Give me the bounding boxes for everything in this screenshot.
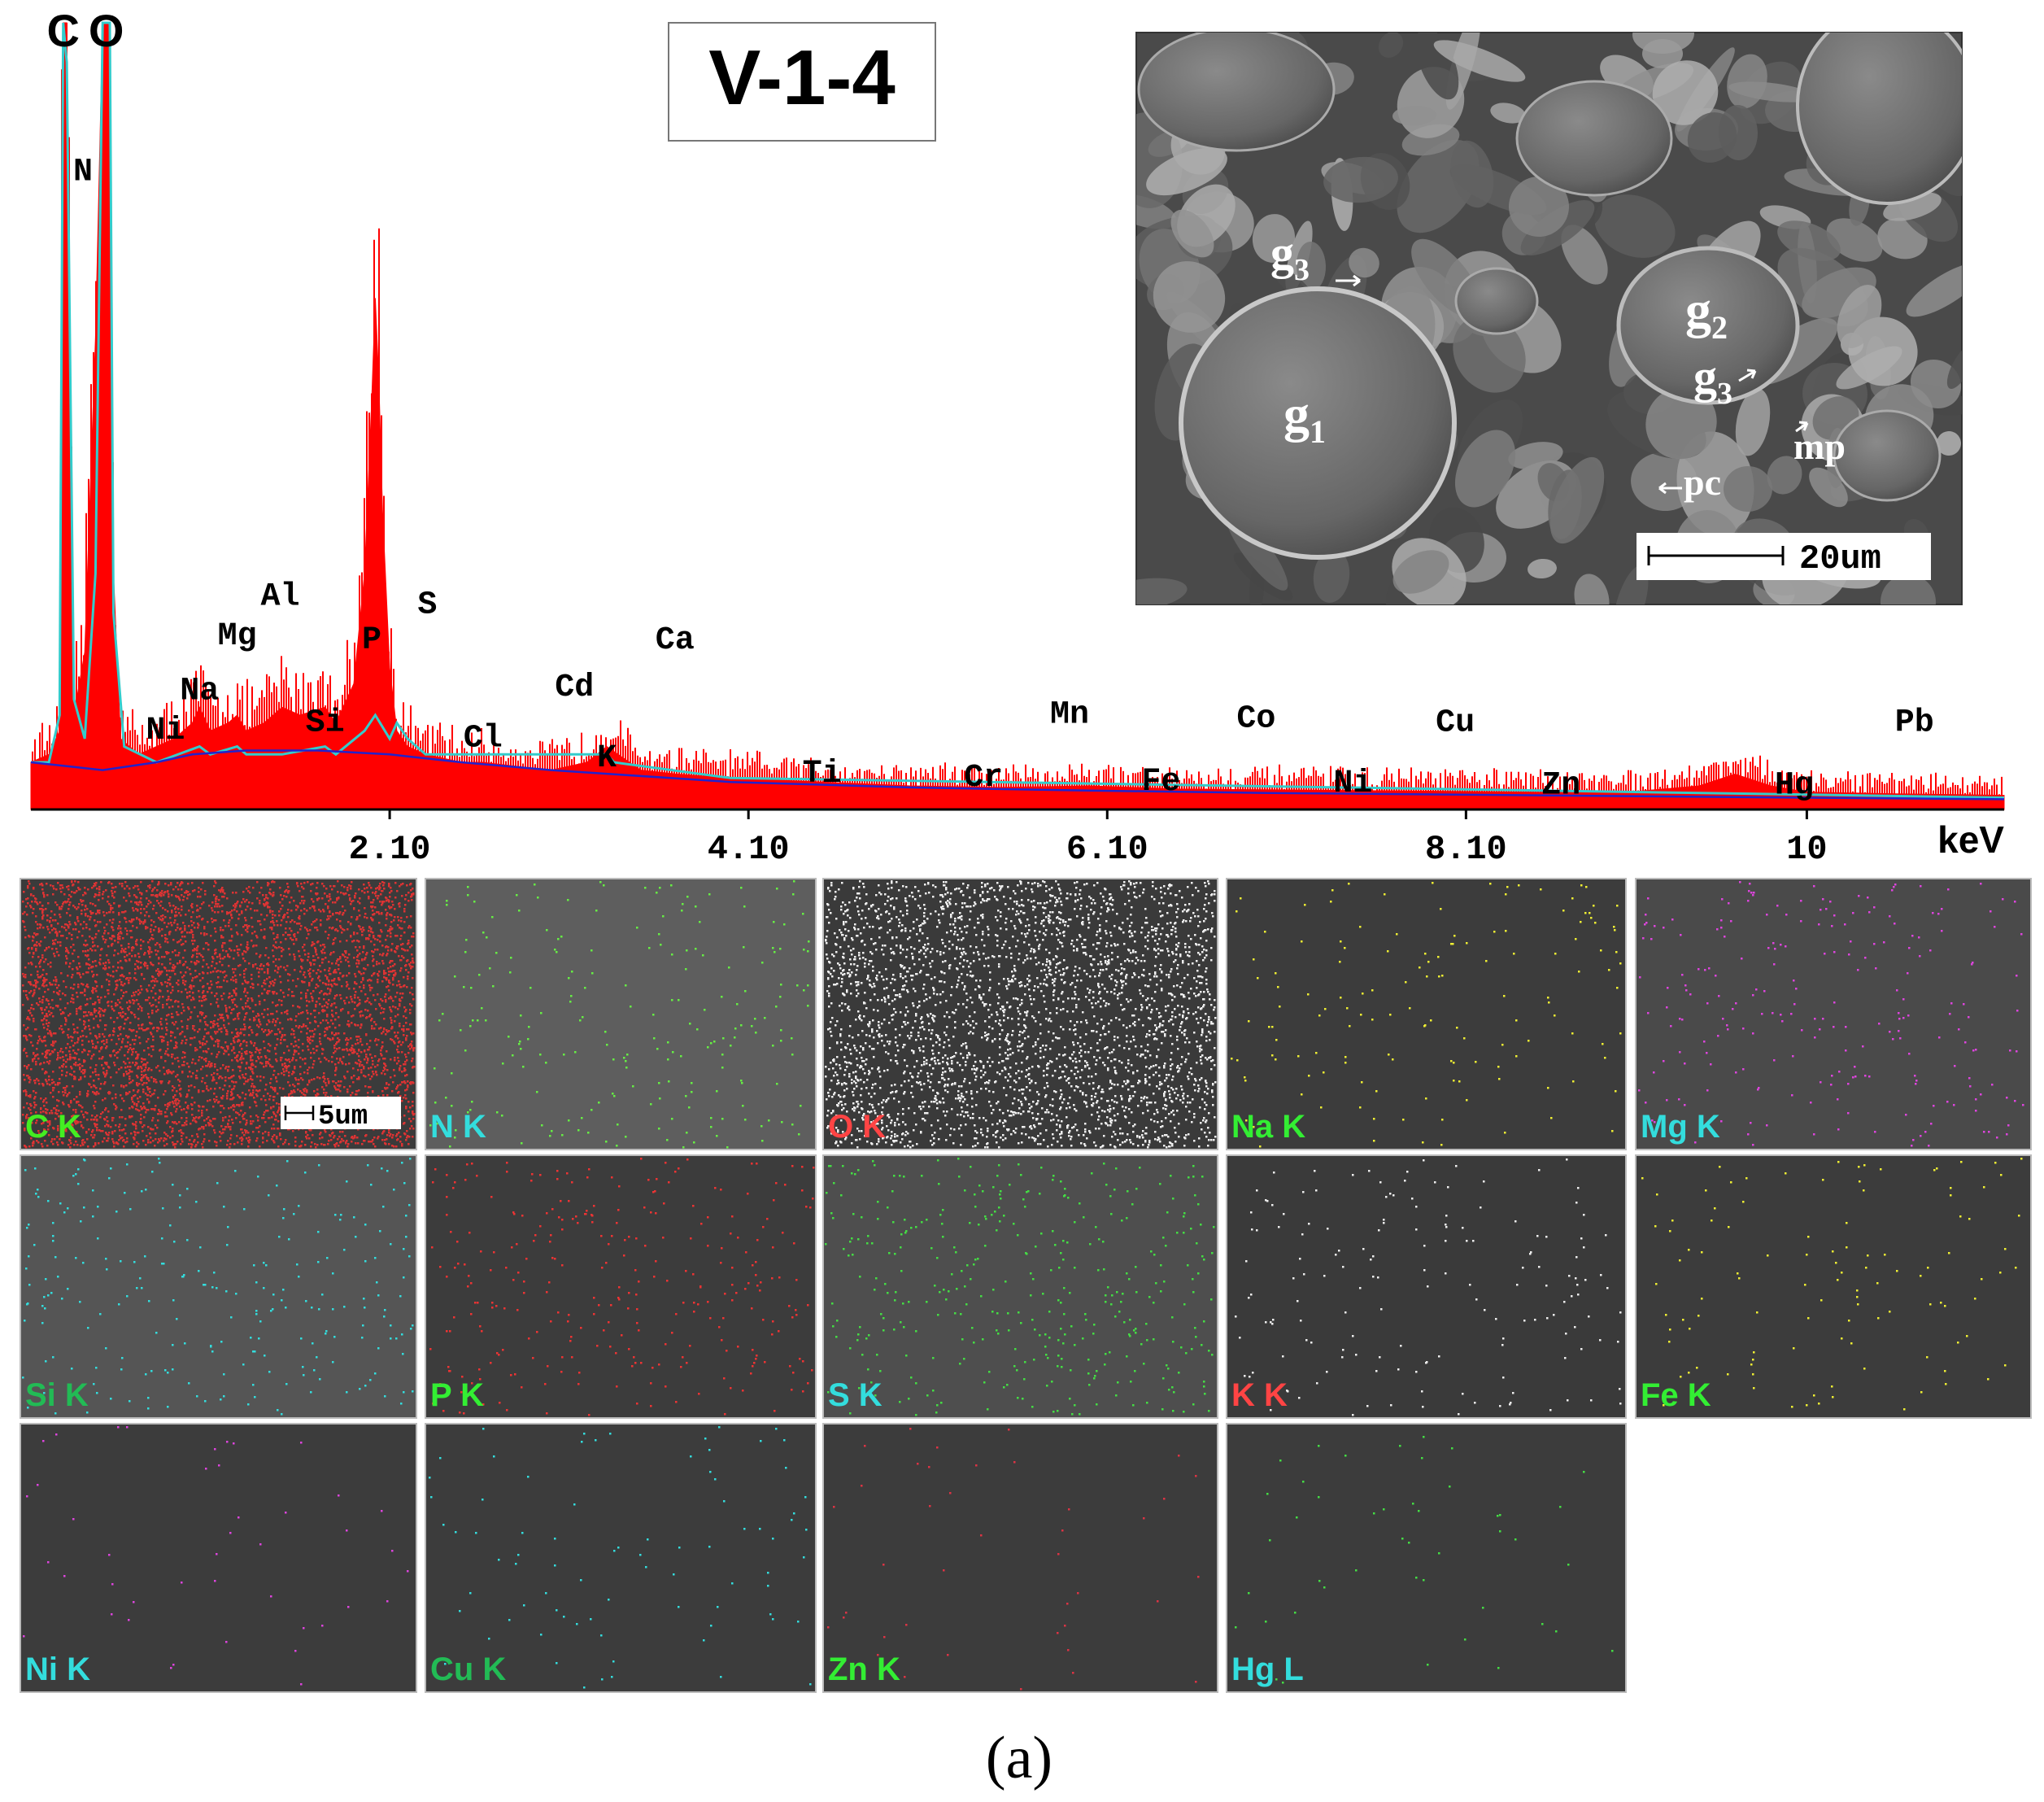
peak-label-o: O xyxy=(89,5,124,56)
map-dots xyxy=(22,880,416,1149)
x-tick-label: 2.10 xyxy=(349,830,431,869)
grain-center xyxy=(1454,267,1539,335)
peak-label-co: Co xyxy=(1236,700,1275,737)
x-tick-label: 6.10 xyxy=(1066,830,1148,869)
map-panel-p-k: P K xyxy=(425,1154,817,1419)
peak-label-si: Si xyxy=(306,705,345,741)
arrow-g3-right xyxy=(1738,369,1757,382)
map-label: N K xyxy=(430,1109,486,1145)
sem-label-g1: g1 xyxy=(1283,385,1326,450)
sem-label-g3-left: g3 xyxy=(1270,226,1310,287)
map-label: O K xyxy=(828,1109,886,1145)
map-dots xyxy=(825,880,1217,1149)
map-panel-fe-k: Fe K xyxy=(1635,1154,2032,1419)
map-label: C K xyxy=(25,1109,81,1145)
map-panel-cu-k: Cu K xyxy=(425,1423,817,1693)
x-tick-label: 4.10 xyxy=(708,830,790,869)
map-label: S K xyxy=(828,1377,883,1413)
grain-top-mid xyxy=(1515,80,1673,197)
peak-label-cr: Cr xyxy=(964,760,1003,796)
sem-label-g2: g2 xyxy=(1685,281,1728,346)
peak-label-c: C xyxy=(46,5,79,56)
peak-label-ca: Ca xyxy=(656,622,695,659)
fit-series xyxy=(31,21,2005,799)
map-label: Ni K xyxy=(25,1651,90,1687)
peak-label-cd: Cd xyxy=(555,670,594,706)
peak-label-mn: Mn xyxy=(1050,697,1089,734)
peak-label-ni: Ni xyxy=(1333,766,1372,802)
sem-scale-label: 20um xyxy=(1799,539,1881,578)
map-scale-label: 5um xyxy=(318,1102,368,1132)
sample-label: V-1-4 xyxy=(708,34,895,121)
map-label: Si K xyxy=(25,1377,89,1413)
peak-label-n: N xyxy=(73,154,93,190)
sem-scale-bar: 20um xyxy=(1637,533,1931,580)
peak-label-hg: Hg xyxy=(1775,768,1814,805)
peak-label-al: Al xyxy=(261,579,300,616)
peak-label-k: K xyxy=(597,740,617,777)
peak-label-mg: Mg xyxy=(218,618,257,655)
figure-caption: (a) xyxy=(986,1725,1053,1791)
elemental-maps: C K 5um N K O K Na K Mg K Si K P K S K K K Fe K Ni … xyxy=(20,878,2032,1693)
eds-spectrum-chart: 2.10 4.10 6.10 8.10 10 C ONNiNaMgAlSiPSClKCdC… xyxy=(30,5,2005,869)
map-label: K K xyxy=(1231,1377,1288,1413)
map-panel-si-k: Si K xyxy=(20,1154,417,1419)
peak-label-zn: Zn xyxy=(1541,768,1580,805)
map-panel-zn-k: Zn K xyxy=(822,1423,1218,1693)
map-label: Na K xyxy=(1231,1109,1305,1145)
map-dots xyxy=(825,1158,1215,1416)
sem-labels: g1 g2 g3 g3 mp pc xyxy=(1270,226,1846,503)
sem-micrograph: g1 g2 g3 g3 mp pc 20um xyxy=(1135,32,1963,605)
sem-label-pc: pc xyxy=(1684,461,1721,503)
map-panel-hg-l: Hg L xyxy=(1226,1423,1627,1693)
map-label: Mg K xyxy=(1641,1109,1720,1145)
sample-label-box: V-1-4 xyxy=(668,22,936,142)
x-ticks: 2.10 4.10 6.10 8.10 10 xyxy=(349,809,1828,869)
peak-label-cl: Cl xyxy=(464,721,503,757)
map-label: Hg L xyxy=(1231,1651,1304,1687)
map-label: Fe K xyxy=(1641,1377,1711,1413)
map-label: P K xyxy=(430,1377,484,1413)
map-panel-na-k: Na K xyxy=(1226,878,1627,1150)
sem-grains xyxy=(1137,33,1962,560)
map-panel-k-k: K K xyxy=(1226,1154,1627,1419)
peak-label-s: S xyxy=(417,587,437,623)
map-panel-c-k: C K 5um xyxy=(20,878,417,1150)
map-label: Zn K xyxy=(828,1651,900,1687)
peak-label-fe: Fe xyxy=(1141,764,1180,801)
map-panel-ni-k: Ni K xyxy=(20,1423,417,1693)
grain-g2 xyxy=(1616,246,1800,405)
peak-label-na: Na xyxy=(180,674,219,710)
grain-top-right xyxy=(1796,33,1962,205)
grain-right xyxy=(1833,409,1942,502)
peak-label-cu: Cu xyxy=(1436,705,1475,741)
map-panel-mg-k: Mg K xyxy=(1635,878,2032,1150)
map-dots xyxy=(429,1158,815,1416)
map-panel-n-k: N K xyxy=(425,878,817,1150)
map-scale-bar: 5um xyxy=(281,1097,401,1132)
grain-g1 xyxy=(1179,286,1457,560)
sem-label-g3-right: g3 xyxy=(1693,350,1732,411)
peak-label-ni: Ni xyxy=(146,713,185,749)
x-tick-label: 10 xyxy=(1786,830,1827,869)
peak-label-p: P xyxy=(362,622,381,659)
map-panel-s-k: S K xyxy=(822,1154,1218,1419)
map-label: Cu K xyxy=(430,1651,506,1687)
sem-label-mp: mp xyxy=(1793,425,1846,467)
peak-label-ti: Ti xyxy=(803,756,842,792)
background-series xyxy=(30,749,2005,801)
map-dots xyxy=(1235,1158,1622,1416)
x-tick-label: 8.10 xyxy=(1425,830,1507,869)
arrow-pc xyxy=(1658,482,1682,495)
peak-label-pb: Pb xyxy=(1895,705,1934,741)
grain-top-left xyxy=(1137,33,1336,152)
map-panel-o-k: O K xyxy=(822,878,1218,1150)
arrow-g3-left xyxy=(1336,274,1361,287)
x-axis-label: keV xyxy=(1937,818,2004,861)
arrow-mp xyxy=(1795,421,1809,433)
